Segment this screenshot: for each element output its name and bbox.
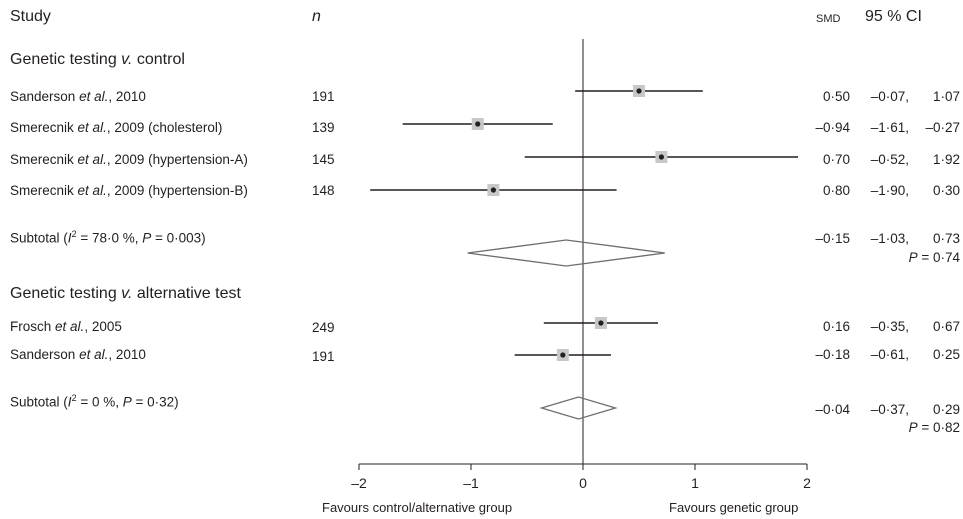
study-n: 191 <box>312 89 335 104</box>
study-n: 148 <box>312 183 335 198</box>
subtotal-diamond <box>539 396 618 420</box>
subtotal-pvalue: P = 0·82 <box>908 420 960 435</box>
subtotal-ci-low: –1·03, <box>870 231 909 246</box>
smd-column-header: SMD <box>816 13 841 25</box>
ci-column-header: 95 % CI <box>865 8 922 25</box>
n-column-header: n <box>312 8 321 25</box>
study-smd: 0·80 <box>822 183 850 198</box>
subtotal-smd: –0·04 <box>815 402 850 417</box>
x-tick-label: 2 <box>803 475 811 491</box>
study-ci-low: –0·35, <box>870 319 909 334</box>
study-smd: –0·94 <box>815 120 850 135</box>
study-label: Sanderson et al., 2010 <box>10 89 146 104</box>
group-title-alternative: Genetic testing v. alternative test <box>10 285 241 302</box>
point-estimate <box>658 154 665 160</box>
x-tick-label: 0 <box>579 475 587 491</box>
subtotal-smd: –0·15 <box>815 231 850 246</box>
subtotal-diamond <box>467 239 665 267</box>
point-estimate <box>636 88 642 94</box>
study-ci-low: –1·61, <box>870 120 909 135</box>
subtotal-label: Subtotal (I2 = 78·0 %, P = 0·003) <box>10 229 206 246</box>
study-column-header: Study <box>10 8 51 25</box>
study-n: 191 <box>312 349 335 364</box>
point-estimate <box>475 121 481 127</box>
study-ci-high: 1·07 <box>932 89 960 104</box>
study-ci-high: 0·25 <box>932 347 960 362</box>
study-ci-high: –0·27 <box>925 120 960 135</box>
study-smd: 0·50 <box>822 89 850 104</box>
study-label: Smerecnik et al., 2009 (cholesterol) <box>10 120 223 135</box>
study-n: 145 <box>312 152 335 167</box>
study-smd: 0·16 <box>822 319 850 334</box>
study-ci-low: –0·52, <box>870 152 909 167</box>
study-label: Sanderson et al., 2010 <box>10 347 146 362</box>
subtotal-ci-low: –0·37, <box>870 402 909 417</box>
study-ci-high: 0·67 <box>932 319 960 334</box>
x-tick-label: –2 <box>351 475 367 491</box>
study-smd: 0·70 <box>822 152 850 167</box>
study-ci-high: 1·92 <box>932 152 960 167</box>
study-label: Smerecnik et al., 2009 (hypertension-B) <box>10 183 248 198</box>
study-ci-high: 0·30 <box>932 183 960 198</box>
study-n: 139 <box>312 120 335 135</box>
subtotal-ci-high: 0·73 <box>932 231 960 246</box>
subtotal-ci-high: 0·29 <box>932 402 960 417</box>
point-estimate <box>490 187 496 193</box>
favours-right-label: Favours genetic group <box>669 500 799 515</box>
study-ci-low: –1·90, <box>870 183 909 198</box>
group-title-control: Genetic testing v. control <box>10 51 185 68</box>
x-tick-label: 1 <box>691 475 699 491</box>
study-n: 249 <box>312 320 335 335</box>
point-estimate <box>560 352 566 358</box>
subtotal-pvalue: P = 0·74 <box>908 250 960 265</box>
favours-left-label: Favours control/alternative group <box>322 500 513 515</box>
point-estimate <box>598 320 604 326</box>
x-tick-label: –1 <box>463 475 479 491</box>
subtotal-label: Subtotal (I2 = 0 %, P = 0·32) <box>10 393 179 410</box>
study-label: Smerecnik et al., 2009 (hypertension-A) <box>10 152 248 167</box>
study-smd: –0·18 <box>815 347 850 362</box>
study-ci-low: –0·61, <box>870 347 909 362</box>
study-label: Frosch et al., 2005 <box>10 319 122 334</box>
study-ci-low: –0·07, <box>870 89 909 104</box>
